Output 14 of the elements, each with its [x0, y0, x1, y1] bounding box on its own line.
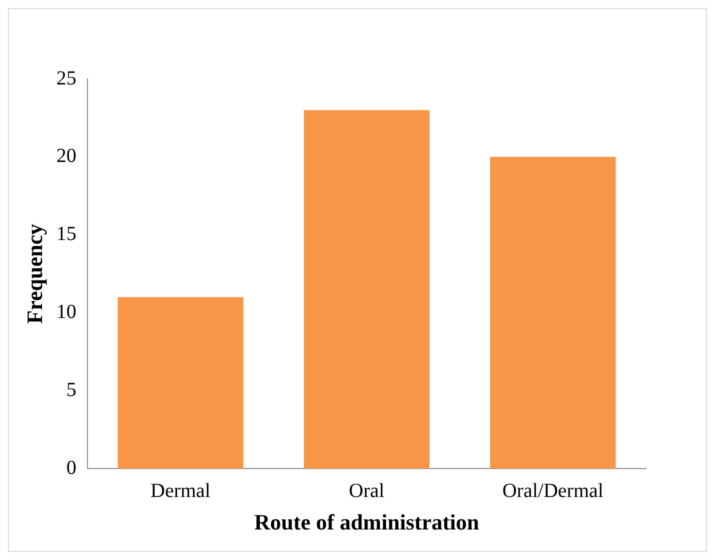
bar	[304, 110, 430, 469]
x-axis-title: Route of administration	[254, 509, 480, 534]
y-tick-label: 25	[56, 67, 76, 90]
x-tick-label: Dermal	[150, 480, 211, 502]
y-tick-label: 20	[56, 145, 76, 168]
y-tick-label: 15	[56, 223, 76, 246]
x-tick-label: Oral	[348, 480, 385, 502]
bar	[118, 297, 244, 469]
x-tick-label: Oral/Dermal	[502, 480, 604, 502]
bar	[490, 156, 616, 469]
y-tick-label: 10	[56, 301, 76, 324]
y-tick-label: 0	[66, 456, 76, 479]
y-tick-label: 5	[66, 378, 76, 401]
y-axis-title: Frequency	[22, 224, 47, 324]
